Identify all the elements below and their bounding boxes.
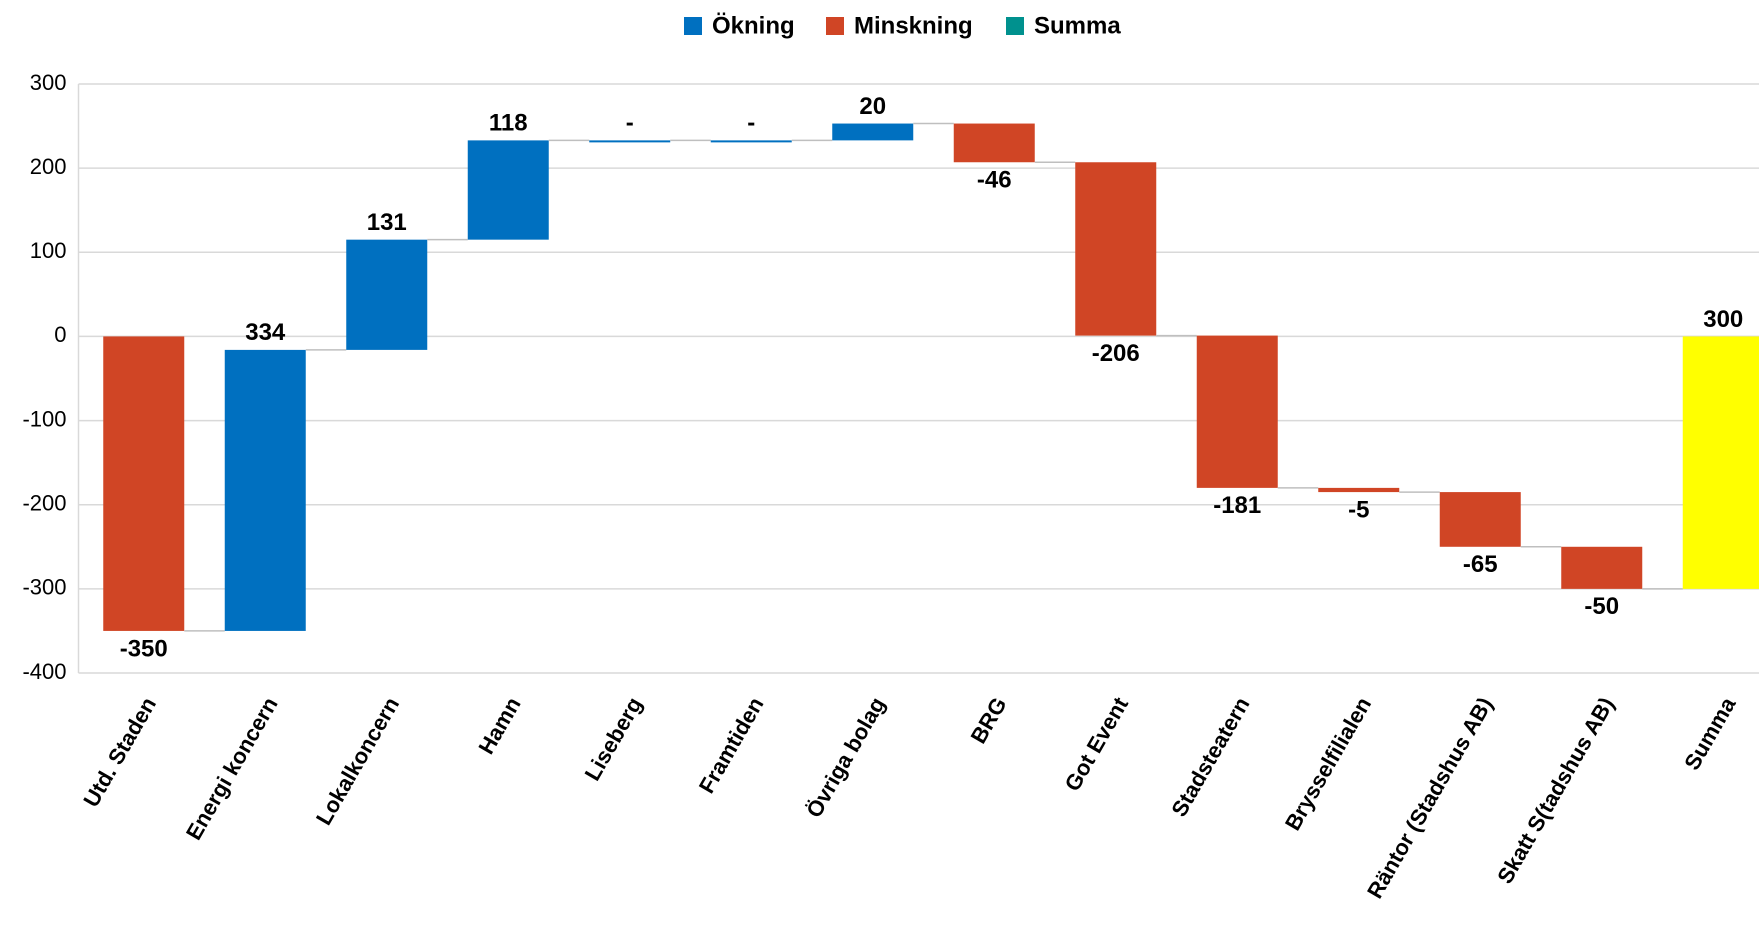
value-label: -65 — [1463, 551, 1498, 578]
y-tick-label: -300 — [22, 575, 66, 600]
value-label: 118 — [489, 110, 528, 137]
y-tick-label: -100 — [22, 406, 66, 431]
value-label: -206 — [1092, 340, 1140, 367]
x-tick-label: Energi koncern — [181, 693, 283, 844]
x-tick-label: Stadsteatern — [1166, 693, 1254, 821]
x-tick-label: Liseberg — [580, 693, 648, 785]
y-tick-label: 0 — [54, 322, 66, 347]
value-label: 300 — [1703, 306, 1743, 333]
value-label: -350 — [120, 635, 168, 662]
value-label: 131 — [367, 209, 407, 236]
bar — [224, 349, 306, 631]
x-tick-label: Framtiden — [694, 693, 769, 798]
x-tick-label: Lokalkoncern — [311, 693, 404, 829]
value-label: -181 — [1213, 492, 1261, 519]
x-tick-label: Skatt S(tadshus AB) — [1492, 693, 1619, 888]
x-tick-label: Räntor (Stadshus AB) — [1362, 693, 1498, 903]
x-tick-label: Brysselfilialen — [1280, 693, 1376, 835]
y-tick-label: -400 — [22, 659, 66, 684]
legend-label: Summa — [1034, 12, 1121, 39]
legend-label: Ökning — [712, 12, 795, 39]
legend-label: Minskning — [854, 12, 973, 39]
bar — [467, 140, 549, 240]
bar — [1196, 335, 1278, 488]
bar — [1561, 546, 1643, 589]
bar — [589, 140, 671, 143]
bar — [953, 123, 1035, 163]
bar — [1075, 162, 1157, 336]
x-tick-label: Hamn — [473, 693, 525, 758]
legend-swatch — [1006, 17, 1024, 35]
bar — [1682, 336, 1759, 589]
bar — [1439, 492, 1521, 547]
bar — [346, 239, 428, 350]
x-tick-label: BRG — [966, 693, 1012, 748]
x-tick-label: Got Event — [1060, 692, 1134, 795]
y-tick-label: 100 — [30, 238, 67, 263]
bar — [103, 336, 185, 631]
legend-swatch — [826, 17, 844, 35]
bar — [1318, 487, 1400, 493]
value-label: - — [626, 110, 634, 137]
bar — [710, 140, 792, 143]
bar — [832, 123, 914, 141]
value-label: -5 — [1348, 496, 1369, 523]
legend-swatch — [684, 17, 702, 35]
value-label: 334 — [245, 319, 286, 346]
x-tick-label: Summa — [1679, 692, 1741, 774]
y-tick-label: 200 — [30, 154, 67, 179]
value-label: 20 — [859, 93, 886, 120]
y-tick-label: 300 — [30, 70, 67, 95]
y-tick-label: -200 — [22, 491, 66, 516]
value-label: - — [747, 110, 755, 137]
value-label: -46 — [977, 167, 1012, 194]
value-label: -50 — [1584, 593, 1619, 620]
x-tick-label: Övriga bolag — [801, 693, 890, 822]
x-tick-label: Utd. Staden — [78, 693, 161, 811]
